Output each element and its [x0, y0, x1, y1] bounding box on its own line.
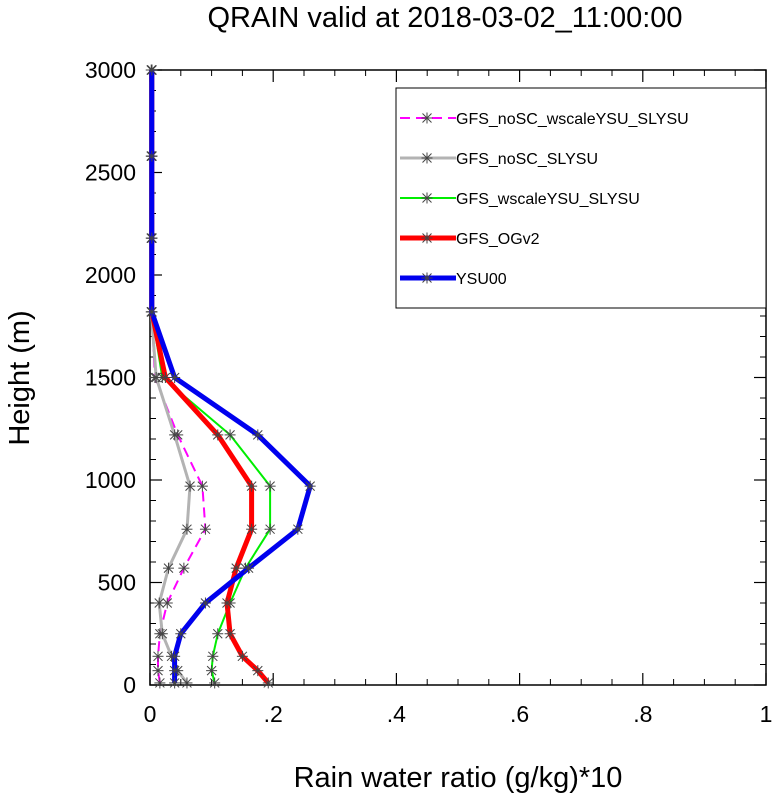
data-point: [154, 677, 166, 689]
data-point: [252, 665, 264, 677]
axes: 0 .2 .4 .6 .8 1 0 500 1000 1500 2000 2500 3000: [85, 57, 773, 727]
data-point: [169, 677, 181, 689]
data-point: [207, 650, 219, 662]
series-GFS_OGv2: [146, 64, 274, 689]
x-axis-label: Rain water ratio (g/kg)*10: [294, 762, 623, 794]
series-line: [149, 70, 313, 683]
data-point: [184, 480, 196, 492]
x-tick-label: .6: [510, 701, 529, 727]
legend-entry: GFS_wscaleYSU_SLYSU: [400, 191, 640, 208]
legend-box: [395, 87, 767, 309]
series-line: [149, 70, 271, 685]
data-point: [421, 232, 433, 244]
x-tick-label: 0: [144, 701, 157, 727]
x-tick-label: 1: [760, 701, 773, 727]
data-point: [181, 677, 193, 689]
data-point: [153, 597, 165, 609]
series-line: [150, 70, 272, 684]
data-point: [212, 628, 224, 640]
data-point: [181, 523, 193, 535]
y-tick-label: 2500: [85, 160, 136, 186]
x-tick-label: .8: [633, 701, 652, 727]
x-tick-label: .4: [387, 701, 406, 727]
legend-entry: GFS_noSC_SLYSU: [400, 151, 598, 168]
y-tick-label: 1000: [85, 467, 136, 493]
y-tick-label: 3000: [85, 57, 136, 83]
legend-entry: GFS_OGv2: [400, 231, 540, 248]
data-point: [236, 650, 248, 662]
legend-label: GFS_noSC_wscaleYSU_SLYSU: [456, 111, 689, 128]
data-point: [264, 523, 276, 535]
data-point: [162, 562, 174, 574]
data-point: [421, 152, 433, 164]
data-point: [243, 562, 255, 574]
y-tick-label: 500: [98, 570, 136, 596]
data-point: [146, 232, 158, 244]
data-point: [246, 523, 258, 535]
data-point: [169, 650, 181, 662]
data-point: [224, 628, 236, 640]
y-tick-label: 2000: [85, 262, 136, 288]
legend-label: GFS_wscaleYSU_SLYSU: [456, 191, 640, 208]
data-point: [169, 665, 181, 677]
data-point: [262, 677, 274, 689]
data-point: [199, 523, 211, 535]
data-point: [199, 597, 211, 609]
data-point: [178, 562, 190, 574]
data-point: [304, 480, 316, 492]
data-point: [156, 628, 168, 640]
legend-label: GFS_OGv2: [456, 231, 540, 248]
data-point: [421, 112, 433, 124]
data-point: [196, 480, 208, 492]
data-point: [159, 372, 171, 383]
data-point: [224, 429, 236, 441]
series-line: [150, 70, 207, 684]
data-point: [421, 272, 433, 284]
data-point: [206, 665, 218, 677]
data-point: [152, 650, 164, 662]
data-point: [169, 372, 181, 383]
data-point: [152, 665, 164, 677]
data-point: [230, 562, 242, 574]
data-point: [175, 628, 187, 640]
data-point: [421, 192, 433, 204]
y-tick-label: 0: [123, 672, 136, 698]
legend-label: YSU00: [456, 271, 507, 288]
data-point: [252, 429, 264, 441]
legend-entry: YSU00: [400, 271, 507, 288]
data-point: [292, 523, 304, 535]
legend: GFS_noSC_wscaleYSU_SLYSU GFS_noSC_SLYSU GF…: [395, 87, 767, 309]
data-point: [146, 64, 158, 76]
legend-entry: GFS_noSC_wscaleYSU_SLYSU: [400, 111, 689, 128]
data-point: [146, 306, 158, 318]
data-point: [246, 480, 258, 492]
data-point: [169, 429, 181, 441]
y-axis-label: Height (m): [4, 310, 36, 445]
data-point: [212, 429, 224, 441]
y-tick-label: 1500: [85, 365, 136, 391]
data-point: [146, 150, 158, 162]
chart-title: QRAIN valid at 2018-03-02_11:00:00: [207, 2, 682, 34]
data-point: [209, 677, 221, 689]
data-point: [221, 597, 233, 609]
data-series: [145, 64, 316, 689]
x-tick-label: .2: [264, 701, 283, 727]
data-point: [264, 480, 276, 492]
series-YSU00: [146, 64, 316, 689]
legend-label: GFS_noSC_SLYSU: [456, 151, 598, 168]
